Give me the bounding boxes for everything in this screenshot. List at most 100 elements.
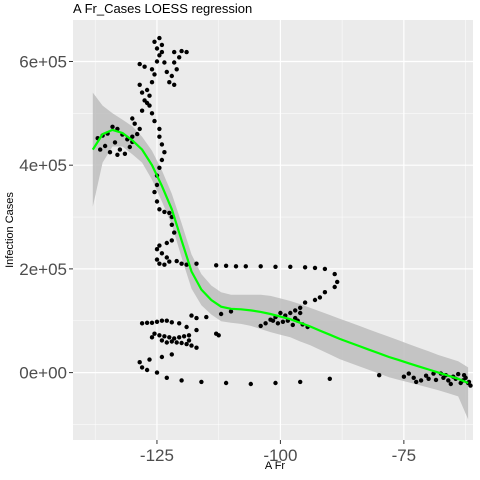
y-tick-label: 0e+00 [19,364,67,383]
data-point [167,259,172,264]
data-point [194,345,199,350]
x-tick-label: -125 [140,446,174,465]
data-point [186,333,192,338]
data-point [169,238,174,243]
data-point [186,338,192,343]
data-point [411,375,416,380]
data-point [162,150,167,155]
data-point [154,59,160,64]
data-point [189,313,194,318]
data-point [139,321,145,326]
data-point [273,264,278,269]
data-point [293,315,298,321]
data-point [458,380,463,386]
data-point [332,284,337,290]
data-point [199,379,204,385]
data-point [159,338,165,343]
data-point [157,261,162,266]
data-point [172,49,177,55]
data-point [270,318,276,323]
x-axis-ticks: -125 -100 -75 [140,440,416,465]
data-point [184,262,189,267]
data-point [157,134,162,139]
data-point [275,321,281,326]
data-point [169,73,174,79]
y-axis-ticks: 0e+00 2e+05 4e+05 6e+05 [19,52,73,383]
data-point [154,182,160,188]
x-axis-label: A Fr [264,460,286,472]
data-point [468,383,473,388]
data-point [152,39,157,44]
data-point [154,46,160,51]
data-point [298,379,303,385]
data-point [177,321,182,326]
data-point [115,152,120,157]
data-point [189,343,194,348]
data-point [157,207,162,212]
data-point [107,150,113,155]
data-point [159,49,165,55]
data-point [179,378,184,383]
data-point [401,374,407,379]
data-point [433,377,439,383]
data-point [139,365,145,370]
data-point [169,320,174,325]
data-point [172,336,177,341]
data-point [461,373,467,378]
data-point [144,320,150,325]
data-point [144,367,150,373]
data-point [154,199,160,204]
data-point [204,314,209,320]
data-point [456,371,461,377]
data-point [288,310,293,316]
data-point [98,147,103,152]
data-point [147,357,152,362]
data-point [164,240,169,246]
data-point [184,49,189,55]
data-point [214,263,219,268]
data-point [164,69,169,75]
data-point [174,258,179,264]
data-point [218,311,224,317]
data-point [159,42,165,48]
data-point [317,295,323,300]
data-point [172,82,177,88]
loess-fit-line [91,128,469,385]
data-point [164,255,169,260]
data-point [169,222,174,227]
data-point [377,373,382,378]
data-point [162,334,167,339]
data-point [154,257,160,262]
data-point [157,165,162,170]
data-point [177,55,182,60]
data-point [127,144,132,150]
data-point [312,297,318,303]
y-tick-label: 2e+05 [19,260,67,279]
data-point [298,305,303,310]
data-point [157,243,162,248]
data-point [423,373,429,378]
data-point [172,230,177,235]
data-point [164,318,169,323]
data-point [147,103,152,108]
data-point [298,310,303,316]
data-point [426,376,431,381]
data-point [137,360,142,365]
data-point [233,264,239,269]
data-point [154,247,160,252]
data-point [167,210,172,216]
data-point [322,290,328,295]
data-point [162,209,167,215]
data-point [278,310,283,316]
data-point [130,116,135,121]
data-point [159,142,165,147]
data-point [223,263,229,268]
data-point [258,264,263,269]
data-point [137,82,142,88]
data-point [102,143,108,149]
data-point [159,251,165,256]
data-point [332,271,337,277]
data-point [312,265,318,271]
data-point [164,340,169,345]
data-point [152,72,157,77]
